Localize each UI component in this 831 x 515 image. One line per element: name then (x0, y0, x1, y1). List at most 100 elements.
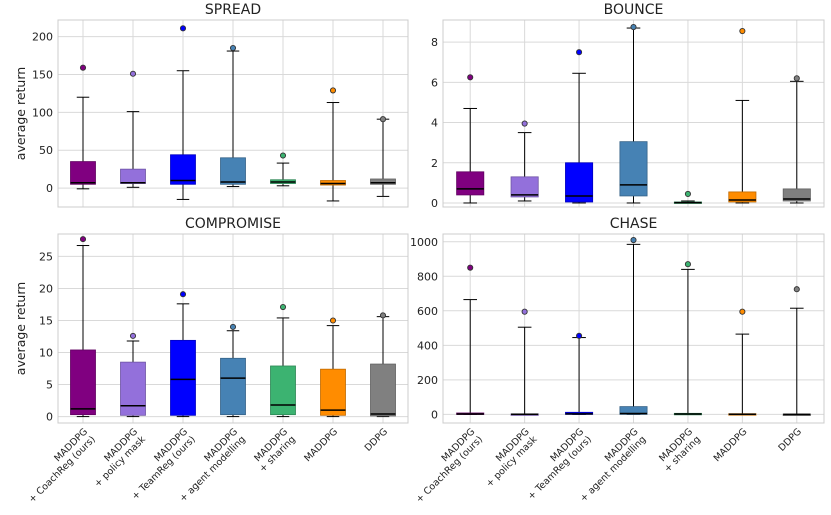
x-tick-label-line1: DDPG (363, 426, 390, 453)
box-iqr (220, 157, 246, 185)
box-3 (170, 291, 196, 418)
x-tick-label: MADDPG+ sharing (252, 426, 298, 474)
outlier-point (279, 303, 287, 311)
y-tick-label: 800 (417, 270, 438, 283)
y-tick-label: 0 (431, 197, 438, 210)
outlier-point (576, 332, 583, 339)
box-4 (619, 236, 648, 415)
box-5 (270, 303, 296, 418)
plot-frame (57, 233, 409, 424)
box-iqr (220, 357, 246, 416)
x-tick-label: DDPG (777, 426, 804, 453)
box-6 (728, 308, 757, 416)
box-iqr (510, 176, 539, 198)
box-3 (565, 49, 594, 204)
plot-frame (442, 233, 825, 424)
outlier-point (329, 87, 337, 94)
outlier-point (179, 291, 187, 298)
box-iqr (170, 339, 196, 416)
box-6 (728, 28, 757, 204)
outlier-point (521, 308, 528, 315)
x-tick-label-line2: + CoachReg (ours) (27, 434, 98, 505)
box-4 (619, 23, 648, 204)
y-axis-label: average return (13, 67, 28, 160)
x-tick-label-line1: MADDPG (712, 426, 750, 464)
box-1 (70, 236, 96, 418)
x-tick-label: MADDPG (712, 426, 750, 464)
outlier-point (179, 25, 187, 32)
x-tick-label: MADDPG+ CoachReg (ours) (27, 426, 98, 505)
x-tick-label: MADDPG+ sharing (657, 426, 703, 474)
box-4 (220, 44, 246, 188)
panel-spread: 0 50 100 150 200 SPREAD average return (13, 2, 409, 208)
y-tick-label: 200 (32, 31, 53, 44)
box-5 (673, 261, 702, 416)
outlier-point (684, 261, 691, 268)
outlier-point (129, 332, 137, 339)
box-iqr (370, 363, 396, 417)
y-tick-label: 0 (46, 182, 53, 195)
y-tick-label: 200 (417, 374, 438, 387)
y-tick-label: 100 (32, 106, 53, 119)
box-iqr (70, 161, 96, 185)
box-5 (673, 190, 702, 204)
y-tick-label: 600 (417, 305, 438, 318)
y-tick-label: 2 (431, 157, 438, 170)
outlier-point (521, 120, 528, 127)
outlier-point (229, 44, 237, 52)
box-2 (120, 70, 146, 188)
box-iqr (782, 188, 811, 202)
outlier-point (793, 75, 800, 82)
outlier-point (739, 308, 746, 315)
box-iqr (120, 361, 146, 416)
y-tick-label: 8 (431, 36, 438, 49)
panel-title: BOUNCE (604, 2, 664, 18)
box-2 (510, 308, 539, 416)
box-iqr (456, 171, 485, 196)
x-tick-label: MADDPG+ CoachReg (ours) (414, 426, 485, 505)
outlier-point (229, 323, 237, 330)
box-4 (220, 323, 246, 418)
x-tick-label: MADDPG+ policy mask (92, 426, 148, 489)
outlier-point (793, 286, 800, 293)
outlier-point (129, 70, 137, 77)
y-axis-label: average return (13, 282, 28, 375)
box-iqr (619, 406, 648, 415)
x-tick-label-line1: DDPG (777, 426, 804, 453)
y-tick-label: 400 (417, 339, 438, 352)
outlier-point (79, 64, 87, 71)
y-tick-label: 1000 (410, 236, 438, 249)
outlier-point (739, 28, 746, 35)
panel-title: SPREAD (205, 2, 261, 18)
box-7 (782, 75, 811, 204)
y-tick-label: 0 (431, 408, 438, 421)
y-tick-label: 4 (431, 117, 438, 130)
box-3 (170, 25, 196, 200)
y-tick-label: 25 (39, 250, 53, 263)
box-2 (510, 120, 539, 202)
box-iqr (320, 180, 346, 186)
x-tick-label: MADDPG+ policy mask (484, 426, 540, 489)
box-7 (370, 116, 396, 197)
y-tick-label: 10 (39, 347, 53, 360)
y-tick-label: 50 (39, 144, 53, 157)
box-iqr (370, 178, 396, 185)
panel-compromise: 0 5 10 15 20 25 COMPROMISE average return MADDPG… (13, 216, 409, 505)
outlier-point (379, 312, 387, 319)
outlier-point (79, 236, 87, 243)
y-tick-label: 0 (46, 411, 53, 424)
box-6 (320, 87, 346, 202)
box-iqr (270, 365, 296, 416)
y-tick-label: 5 (46, 379, 53, 392)
panel-title: CHASE (610, 216, 658, 232)
box-1 (456, 264, 485, 415)
outlier-point (329, 317, 337, 324)
panel-chase: 0 200 400 600 800 1000 CHASE MADDPG+ CoachReg (… (410, 216, 825, 505)
box-iqr (70, 349, 96, 416)
panel-bounce: 0 2 4 6 8 BOUNCE (431, 2, 825, 210)
box-iqr (619, 141, 648, 197)
plot-frame (442, 19, 825, 208)
outlier-point (467, 74, 474, 81)
outlier-point (379, 116, 387, 123)
